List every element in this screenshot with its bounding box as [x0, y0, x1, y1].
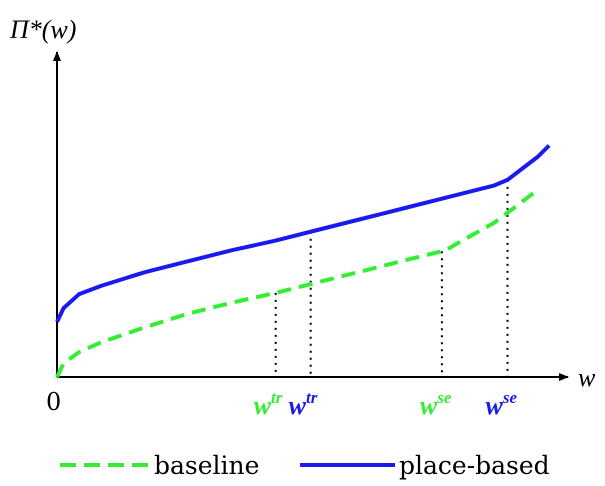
guide-lines — [274, 179, 509, 377]
threshold-label-3: wse — [420, 388, 452, 420]
threshold-label-4: wse — [486, 388, 518, 420]
series-lines — [55, 144, 551, 378]
y-axis-label: Π*(w) — [9, 15, 76, 44]
x-axis-label: w — [578, 363, 596, 392]
series-baseline — [55, 188, 540, 378]
origin-label: 0 — [46, 388, 61, 416]
threshold-label-1: wtr — [254, 388, 283, 420]
threshold-labels: wtr wtr wse wse — [254, 388, 518, 420]
legend-label-2: place-based — [399, 451, 550, 480]
threshold-label-2: wtr — [289, 388, 318, 420]
series-place-based — [55, 144, 551, 323]
legend-label-1: baseline — [154, 451, 259, 480]
legend: baseline place-based — [60, 451, 550, 480]
